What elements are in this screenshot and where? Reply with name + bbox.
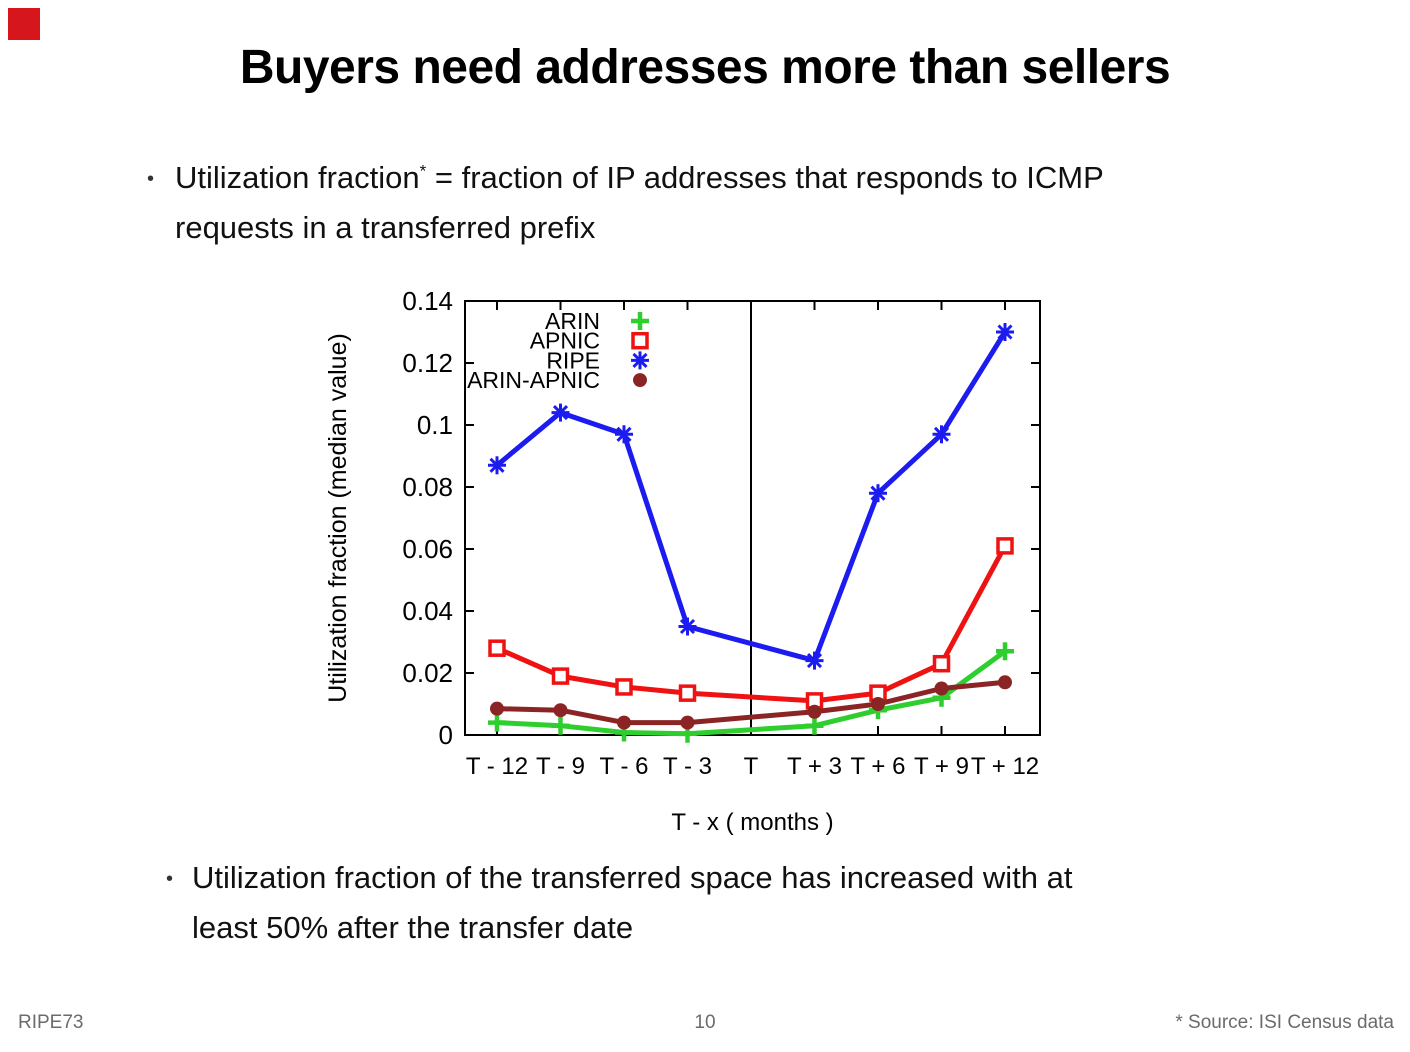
svg-text:T - 6: T - 6: [600, 753, 649, 780]
svg-text:T + 3: T + 3: [787, 753, 842, 780]
x-axis-label: T - x ( months ): [671, 809, 833, 836]
y-axis: 0 0.02 0.04 0.06 0.08 0.1 0.12 0.14: [402, 286, 1040, 750]
bullet2-line2: least 50% after the transfer date: [192, 910, 634, 945]
slide-title: Buyers need addresses more than sellers: [239, 41, 1171, 94]
svg-text:RIPE: RIPE: [546, 347, 600, 373]
bullet-dot: •: [166, 868, 174, 890]
svg-text:T + 6: T + 6: [851, 753, 906, 780]
svg-text:T + 12: T + 12: [971, 753, 1039, 780]
slide-footer: RIPE73 10 * Source: ISI Census data: [0, 1008, 1410, 1040]
footer-conference: RIPE73: [18, 1012, 84, 1033]
svg-text:APNIC: APNIC: [530, 328, 600, 354]
svg-text:ARIN: ARIN: [545, 308, 600, 334]
y-axis-label: Utilization fraction (median value): [324, 333, 352, 703]
svg-text:0.14: 0.14: [402, 288, 453, 316]
svg-text:T - 9: T - 9: [536, 753, 585, 780]
svg-text:0.04: 0.04: [402, 596, 453, 626]
svg-text:0: 0: [439, 720, 453, 750]
svg-text:0.12: 0.12: [402, 348, 453, 378]
svg-text:0.06: 0.06: [402, 534, 453, 564]
bullet-dot: •: [147, 168, 155, 190]
svg-text:T: T: [744, 753, 759, 780]
bullet2-line1: Utilization fraction of the transferred …: [192, 860, 1073, 895]
bullet1-text-post: = fraction of IP addresses that responds…: [426, 160, 1104, 195]
bullet1-line2: requests in a transferred prefix: [175, 210, 596, 245]
svg-text:0.1: 0.1: [417, 410, 453, 440]
svg-text:0.02: 0.02: [402, 658, 453, 688]
series-apnic: [488, 537, 1014, 710]
series-ripe: [488, 323, 1014, 670]
svg-text:0.08: 0.08: [402, 472, 453, 502]
footnote-asterisk: *: [419, 161, 427, 181]
series-arin-apnic: [490, 675, 1012, 730]
bullet-item-conclusion: • Utilization fraction of the transferre…: [166, 853, 1073, 953]
plot-border: [464, 300, 1041, 736]
bullet1-line1: Utilization fraction* = fraction of IP a…: [175, 153, 1104, 203]
svg-text:T - 12: T - 12: [466, 753, 528, 780]
footer-source-note: * Source: ISI Census data: [1175, 1012, 1394, 1033]
bullet-item-definition: • Utilization fraction* = fraction of IP…: [147, 153, 1104, 253]
red-corner-marker: [8, 8, 40, 40]
svg-text:ARIN-APNIC: ARIN-APNIC: [467, 367, 600, 393]
bullet1-text-pre: Utilization fraction: [175, 160, 420, 195]
footer-page-number: 10: [694, 1012, 716, 1033]
svg-text:T - 3: T - 3: [663, 753, 712, 780]
svg-text:T + 9: T + 9: [914, 753, 969, 780]
